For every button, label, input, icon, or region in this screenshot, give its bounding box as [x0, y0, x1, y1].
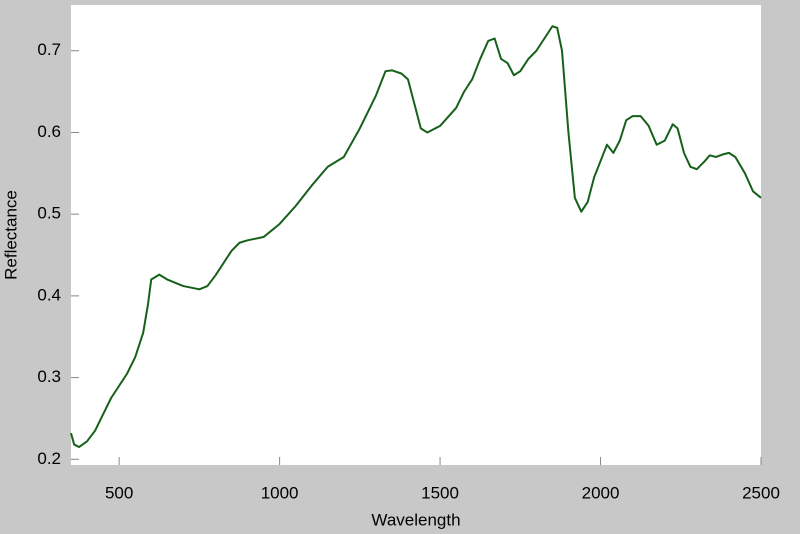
y-tick-label: 0.2	[37, 449, 61, 468]
x-tick-label: 1000	[261, 483, 299, 502]
spectrum-line	[70, 25, 762, 449]
y-tick-label: 0.5	[37, 204, 61, 223]
y-tick-label: 0.3	[37, 367, 61, 386]
x-tick-label: 2500	[742, 483, 780, 502]
y-axis-label: Reflectance	[1, 190, 20, 280]
y-tick-label: 0.7	[37, 40, 61, 59]
y-tick-label: 0.6	[37, 122, 61, 141]
x-tick-label: 500	[105, 483, 133, 502]
x-tick-label: 1500	[421, 483, 459, 502]
plot-area	[71, 5, 761, 465]
x-axis-label: Wavelength	[371, 510, 460, 529]
y-tick-label: 0.4	[37, 285, 61, 304]
x-tick-label: 2000	[582, 483, 620, 502]
